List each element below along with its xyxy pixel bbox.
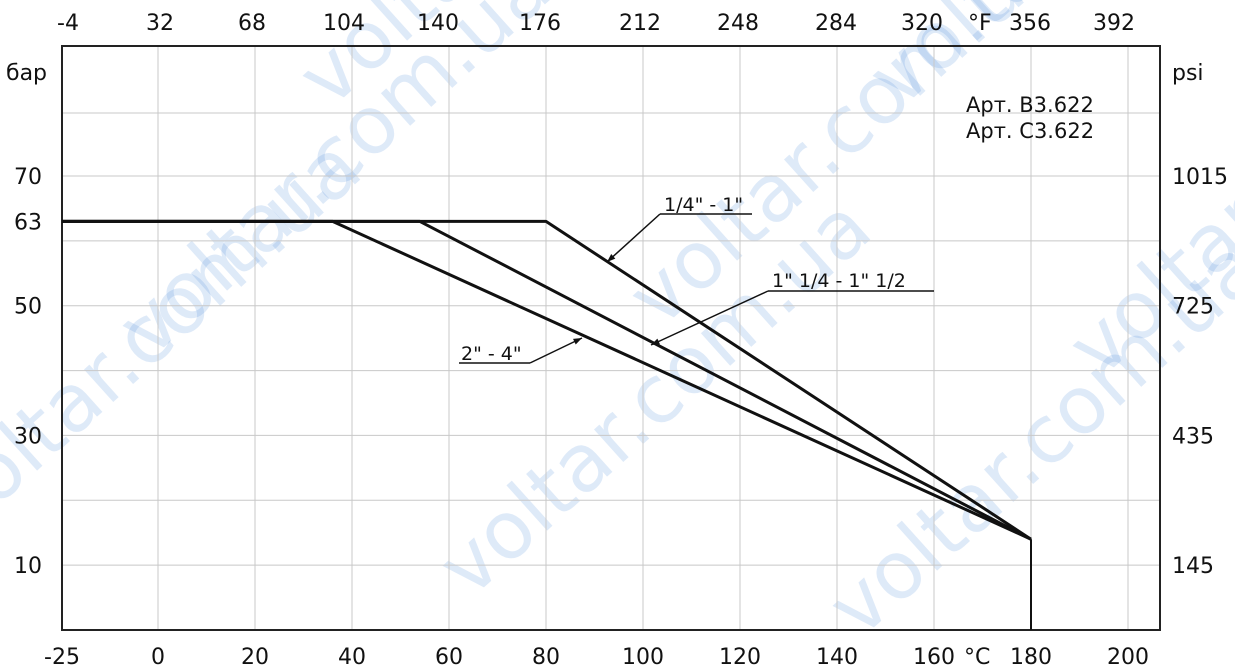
y-tick-2: 50	[14, 295, 42, 320]
x-tick-8: 140	[816, 645, 858, 668]
series-label-leader-1	[650, 290, 769, 346]
article-note-2: Арт. С3.622	[966, 119, 1094, 143]
y-right-tick-2: 725	[1172, 295, 1214, 320]
x-tick-11: 200	[1107, 645, 1149, 668]
series-line-2	[62, 219, 1032, 541]
y-tick-4: 70	[14, 165, 42, 190]
watermark-2: voltar.com.ua	[610, 0, 1078, 344]
x-unit-label: °C	[964, 645, 990, 668]
x-top-tick-7: 248	[717, 11, 759, 36]
watermark-5: voltar.com.ua	[0, 120, 378, 554]
x-tick-2: 20	[241, 645, 269, 668]
series-label-1: 1" 1/4 - 1" 1/2	[772, 270, 906, 292]
y-right-tick-0: 145	[1172, 554, 1214, 579]
x-top-tick-9: 320	[901, 11, 943, 36]
x-top-tick-8: 284	[815, 11, 857, 36]
x-tick-7: 120	[719, 645, 761, 668]
y-tick-1: 30	[14, 424, 42, 449]
series-label-leader-2	[529, 337, 583, 364]
series	[62, 219, 1032, 630]
y-tick-0: 10	[14, 554, 42, 579]
article-note-1: Арт. В3.622	[966, 93, 1094, 117]
x-top-tick-11: 392	[1093, 11, 1135, 36]
x-top-tick-6: 212	[619, 11, 661, 36]
series-label-2: 2" - 4"	[461, 343, 522, 365]
x-tick-5: 80	[532, 645, 560, 668]
x-tick-0: -25	[44, 645, 80, 668]
y-right-unit-label: psi	[1172, 61, 1204, 86]
x-tick-1: 0	[151, 645, 165, 668]
x-top-tick-2: 68	[238, 11, 266, 36]
x-top-unit-label: °F	[968, 11, 992, 36]
x-top-tick-5: 176	[519, 11, 561, 36]
series-label-0: 1/4" - 1"	[664, 194, 743, 216]
series-label-arrow-2	[573, 338, 582, 345]
plot-frame	[61, 45, 1161, 631]
x-tick-6: 100	[622, 645, 664, 668]
x-tick-3: 40	[338, 645, 366, 668]
y-right-tick-1: 435	[1172, 424, 1214, 449]
y-tick-3: 63	[14, 210, 42, 235]
x-top-tick-1: 32	[146, 11, 174, 36]
series-labels: 1/4" - 1" 1" 1/4 - 1" 1/2 2" - 4"	[459, 194, 934, 365]
x-top-tick-4: 140	[417, 11, 459, 36]
x-tick-4: 60	[435, 645, 463, 668]
x-tick-9: 160	[913, 645, 955, 668]
series-label-leader-0	[606, 213, 661, 263]
x-tick-10: 180	[1010, 645, 1052, 668]
y-right-tick-3: 1015	[1172, 165, 1228, 190]
series-label-arrow-1	[651, 338, 660, 345]
x-top-tick-0: -4	[57, 11, 79, 36]
series-label-arrow-0	[607, 254, 616, 262]
x-top-tick-10: 356	[1009, 11, 1051, 36]
axis-labels: -25 0 20 40 60 80 100 120 140 160 180 200 -4 32 68 104 1…	[14, 11, 1228, 668]
x-top-tick-3: 104	[323, 11, 365, 36]
y-unit-label: бар	[6, 61, 47, 86]
grid	[62, 46, 1160, 631]
